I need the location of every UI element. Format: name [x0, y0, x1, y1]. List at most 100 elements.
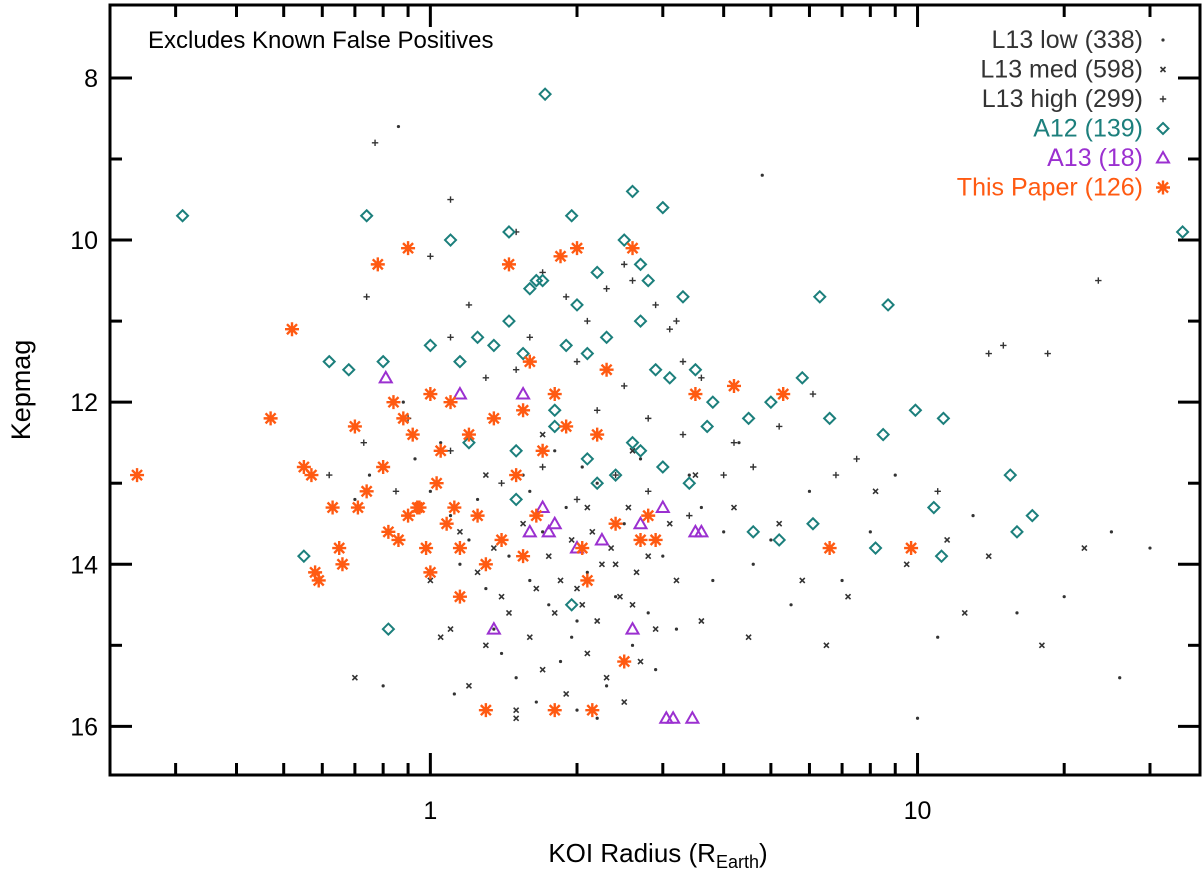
cross-point — [844, 593, 852, 600]
cross-point — [474, 569, 481, 576]
diamond-point — [590, 265, 605, 280]
asterisk-point — [405, 427, 420, 442]
ticks-layer: 8 10 12 14 16 1 10 — [70, 5, 1200, 825]
cross-point — [1081, 544, 1088, 552]
dot-point — [971, 514, 975, 518]
triangle-point — [546, 515, 563, 530]
plus-point — [1000, 342, 1007, 349]
plus-point — [573, 496, 581, 503]
dot-point — [528, 489, 532, 493]
diamond-point — [296, 549, 311, 564]
triangle-point — [541, 523, 557, 538]
asterisk-point — [447, 500, 462, 515]
dot-point — [654, 668, 658, 672]
dot-point — [475, 497, 480, 502]
legend-label: A12 (139) — [1033, 115, 1143, 143]
asterisk-point — [547, 387, 562, 402]
plus-point — [621, 382, 628, 390]
asterisk-point — [608, 516, 623, 531]
diamond-point — [559, 338, 574, 353]
dot-point — [413, 457, 417, 461]
diamond-point — [509, 492, 524, 507]
asterisk-point — [296, 460, 311, 474]
asterisk-point — [308, 565, 323, 580]
asterisk-point — [585, 703, 600, 718]
asterisk-point — [350, 500, 365, 515]
x-axis-label: KOI Radius (REarth) — [548, 838, 767, 872]
asterisk-point — [599, 362, 614, 377]
dot-point — [595, 716, 599, 720]
cross-point — [490, 544, 497, 552]
legend-swatch-triangle — [1155, 149, 1171, 164]
diamond-point — [625, 184, 640, 199]
dot-point — [484, 586, 488, 591]
diamond-point — [795, 370, 810, 385]
y-tick-label: 12 — [70, 389, 98, 417]
plus-point — [447, 447, 454, 454]
dot-point — [646, 611, 650, 615]
plus-point — [652, 301, 659, 309]
cross-point — [513, 715, 520, 722]
diamond-point — [470, 330, 485, 345]
dot-point — [507, 554, 511, 558]
diamond-point — [580, 451, 595, 466]
cross-point — [645, 553, 652, 560]
asterisk-point — [486, 411, 501, 426]
asterisk-point — [325, 500, 340, 515]
cross-point — [652, 626, 659, 633]
x-tick-label: 10 — [904, 797, 932, 825]
cross-point — [730, 504, 738, 511]
plus-point — [645, 488, 652, 495]
plus-point — [371, 139, 379, 146]
diamond-point — [462, 435, 476, 450]
cross-point — [551, 609, 558, 616]
diamond-point — [741, 411, 756, 426]
asterisk-point — [688, 387, 703, 402]
diamond-point — [547, 403, 562, 418]
asterisk-point — [423, 387, 438, 402]
dot-point — [737, 441, 741, 445]
dot-point — [622, 522, 626, 526]
dot-point — [353, 497, 357, 502]
cross-point — [823, 642, 830, 649]
diamond-point — [746, 524, 761, 539]
cross-point — [579, 601, 586, 608]
dot-point — [789, 603, 793, 607]
plus-point — [447, 334, 454, 341]
cross-point — [533, 585, 540, 592]
plus-point — [698, 374, 705, 382]
dot-point — [915, 716, 920, 720]
asterisk-point — [347, 419, 362, 434]
dot-point — [1118, 676, 1122, 680]
cross-point — [616, 593, 624, 600]
diamond-point — [502, 314, 516, 329]
dot-point — [528, 578, 532, 583]
annotation-text: Excludes Known False Positives — [148, 27, 494, 54]
asterisk-point — [386, 395, 401, 410]
asterisk-point — [516, 549, 531, 564]
diamond-point — [547, 419, 562, 434]
dot-point — [452, 692, 456, 696]
diamond-point — [936, 411, 951, 426]
cross-point — [539, 666, 546, 673]
diamond-point — [641, 273, 656, 288]
cross-point — [447, 626, 454, 633]
plot-frame — [108, 3, 1202, 777]
cross-point — [673, 577, 680, 584]
diamond-point — [175, 208, 190, 223]
diamond-point — [580, 346, 595, 361]
cross-point — [666, 520, 673, 527]
legend-label: L13 high (299) — [982, 85, 1143, 113]
plus-point — [621, 261, 628, 268]
asterisk-point — [904, 541, 919, 556]
asterisk-point — [439, 516, 454, 531]
plus-point — [730, 439, 738, 446]
dot-point — [585, 570, 589, 574]
asterisk-point — [263, 411, 278, 426]
plus-point — [482, 374, 490, 382]
cross-point — [799, 577, 806, 584]
asterisk-point — [304, 468, 319, 483]
asterisk-point — [535, 443, 550, 458]
asterisk-point — [443, 395, 458, 410]
dot-point — [580, 465, 584, 469]
